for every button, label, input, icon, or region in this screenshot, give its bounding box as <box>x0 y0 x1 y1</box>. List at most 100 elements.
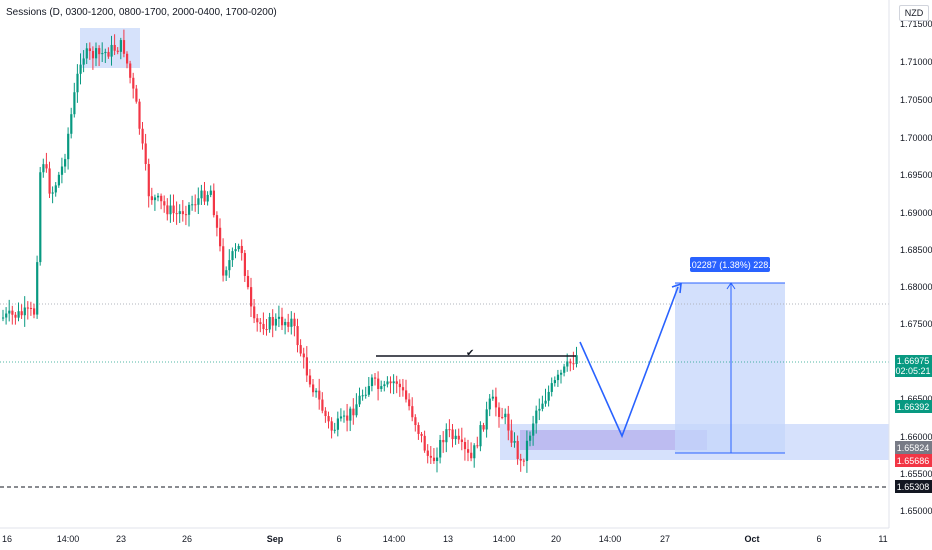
candle-body <box>129 63 132 78</box>
candlesticks <box>2 29 578 473</box>
candle-body <box>510 430 513 443</box>
long-position-target-zone[interactable] <box>675 283 785 453</box>
candle-body <box>569 361 572 364</box>
candle-body <box>113 44 116 51</box>
candle-body <box>212 190 215 216</box>
candle-body <box>23 307 26 316</box>
time-tick-label: 14:00 <box>383 534 406 544</box>
candle-body <box>429 455 432 458</box>
candle-body <box>225 270 228 276</box>
candle-body <box>98 48 101 55</box>
candle-body <box>265 329 268 331</box>
candle-body <box>33 308 36 315</box>
candle-body <box>333 429 336 431</box>
level-green-value: 1.66392 <box>897 402 930 412</box>
candle-body <box>26 307 29 309</box>
price-tick-label: 1.67500 <box>900 319 932 329</box>
candle-body <box>547 391 550 401</box>
time-tick-label: 23 <box>116 534 126 544</box>
candle-body <box>504 413 507 418</box>
candle-body <box>414 417 417 426</box>
candle-body <box>355 404 358 416</box>
candle-body <box>91 51 95 59</box>
candle-body <box>367 386 370 395</box>
level-grey-value: 1.65824 <box>897 443 930 453</box>
candle-body <box>439 439 442 458</box>
candle-body <box>160 195 163 202</box>
candle-body <box>460 439 463 443</box>
candle-body <box>85 48 88 59</box>
candle-body <box>20 311 23 316</box>
candle-body <box>318 390 321 400</box>
price-tick-label: 1.65000 <box>900 506 932 516</box>
time-tick-label: Sep <box>267 534 284 544</box>
level-tag-grey <box>895 441 932 454</box>
price-tick-label: 1.69500 <box>900 170 932 180</box>
candle-body <box>237 245 240 250</box>
time-tick-label: 16 <box>2 534 12 544</box>
candle-body <box>203 190 206 202</box>
candle-body <box>494 396 498 408</box>
time-tick-label: 6 <box>816 534 821 544</box>
currency-button[interactable]: NZD <box>899 5 929 21</box>
candle-body <box>377 378 380 389</box>
time-axis[interactable]: 16 14:00 23 26 Sep 6 14:00 13 14:00 20 14:00 27 Oct 6… <box>2 534 888 544</box>
candle-body <box>2 317 5 319</box>
candle-body <box>426 450 429 456</box>
candle-body <box>135 88 138 102</box>
candle-body <box>79 64 82 74</box>
candle-body <box>467 449 470 453</box>
time-tick-label: 26 <box>182 534 192 544</box>
candle-body <box>479 425 482 447</box>
candle-body <box>470 452 473 459</box>
candle-body <box>172 205 175 214</box>
candle-body <box>519 458 522 461</box>
countdown-value: 02:05:21 <box>895 366 930 376</box>
candle-body <box>169 205 172 215</box>
candle-body <box>532 423 535 436</box>
candle-body <box>432 457 436 462</box>
candle-body <box>222 246 225 276</box>
check-mark-icon: ✔ <box>466 348 474 359</box>
candle-body <box>250 287 253 307</box>
candle-body <box>231 251 234 261</box>
candle-body <box>302 353 305 358</box>
candle-body <box>122 40 126 54</box>
candle-body <box>163 201 166 206</box>
candle-body <box>392 381 395 384</box>
candle-body <box>454 435 457 440</box>
candle-body <box>259 322 262 324</box>
indicator-title[interactable]: Sessions (D, 0300-1200, 0800-1700, 2000-… <box>6 7 277 18</box>
candle-body <box>126 53 129 64</box>
candle-body <box>268 317 271 330</box>
candle-body <box>246 275 250 288</box>
candle-body <box>57 174 60 186</box>
candle-body <box>110 44 113 57</box>
candle-body <box>76 73 79 93</box>
candle-body <box>383 384 386 387</box>
candle-body <box>29 307 33 309</box>
candle-body <box>48 168 51 194</box>
last-price-tag <box>895 355 932 377</box>
order-block[interactable] <box>520 430 707 450</box>
candle-body <box>343 415 346 417</box>
position-label: 0.02287 (1.38%) 228.7 <box>684 260 776 270</box>
price-tick-label: 1.66500 <box>900 394 932 404</box>
candle-body <box>417 425 420 434</box>
candle-body <box>336 418 339 430</box>
candle-body <box>420 433 423 436</box>
candle-body <box>330 421 333 431</box>
candle-body <box>277 316 281 319</box>
price-tick-label: 1.69000 <box>900 208 932 218</box>
candle-body <box>538 408 541 411</box>
projection-path[interactable] <box>579 286 679 439</box>
level-tag-green <box>895 400 932 413</box>
candle-body <box>234 249 237 252</box>
candle-body <box>194 204 197 206</box>
candle-body <box>312 384 315 393</box>
candle-body <box>457 435 460 440</box>
candle-body <box>442 439 445 443</box>
candle-body <box>476 445 479 447</box>
candle-body <box>566 361 569 367</box>
